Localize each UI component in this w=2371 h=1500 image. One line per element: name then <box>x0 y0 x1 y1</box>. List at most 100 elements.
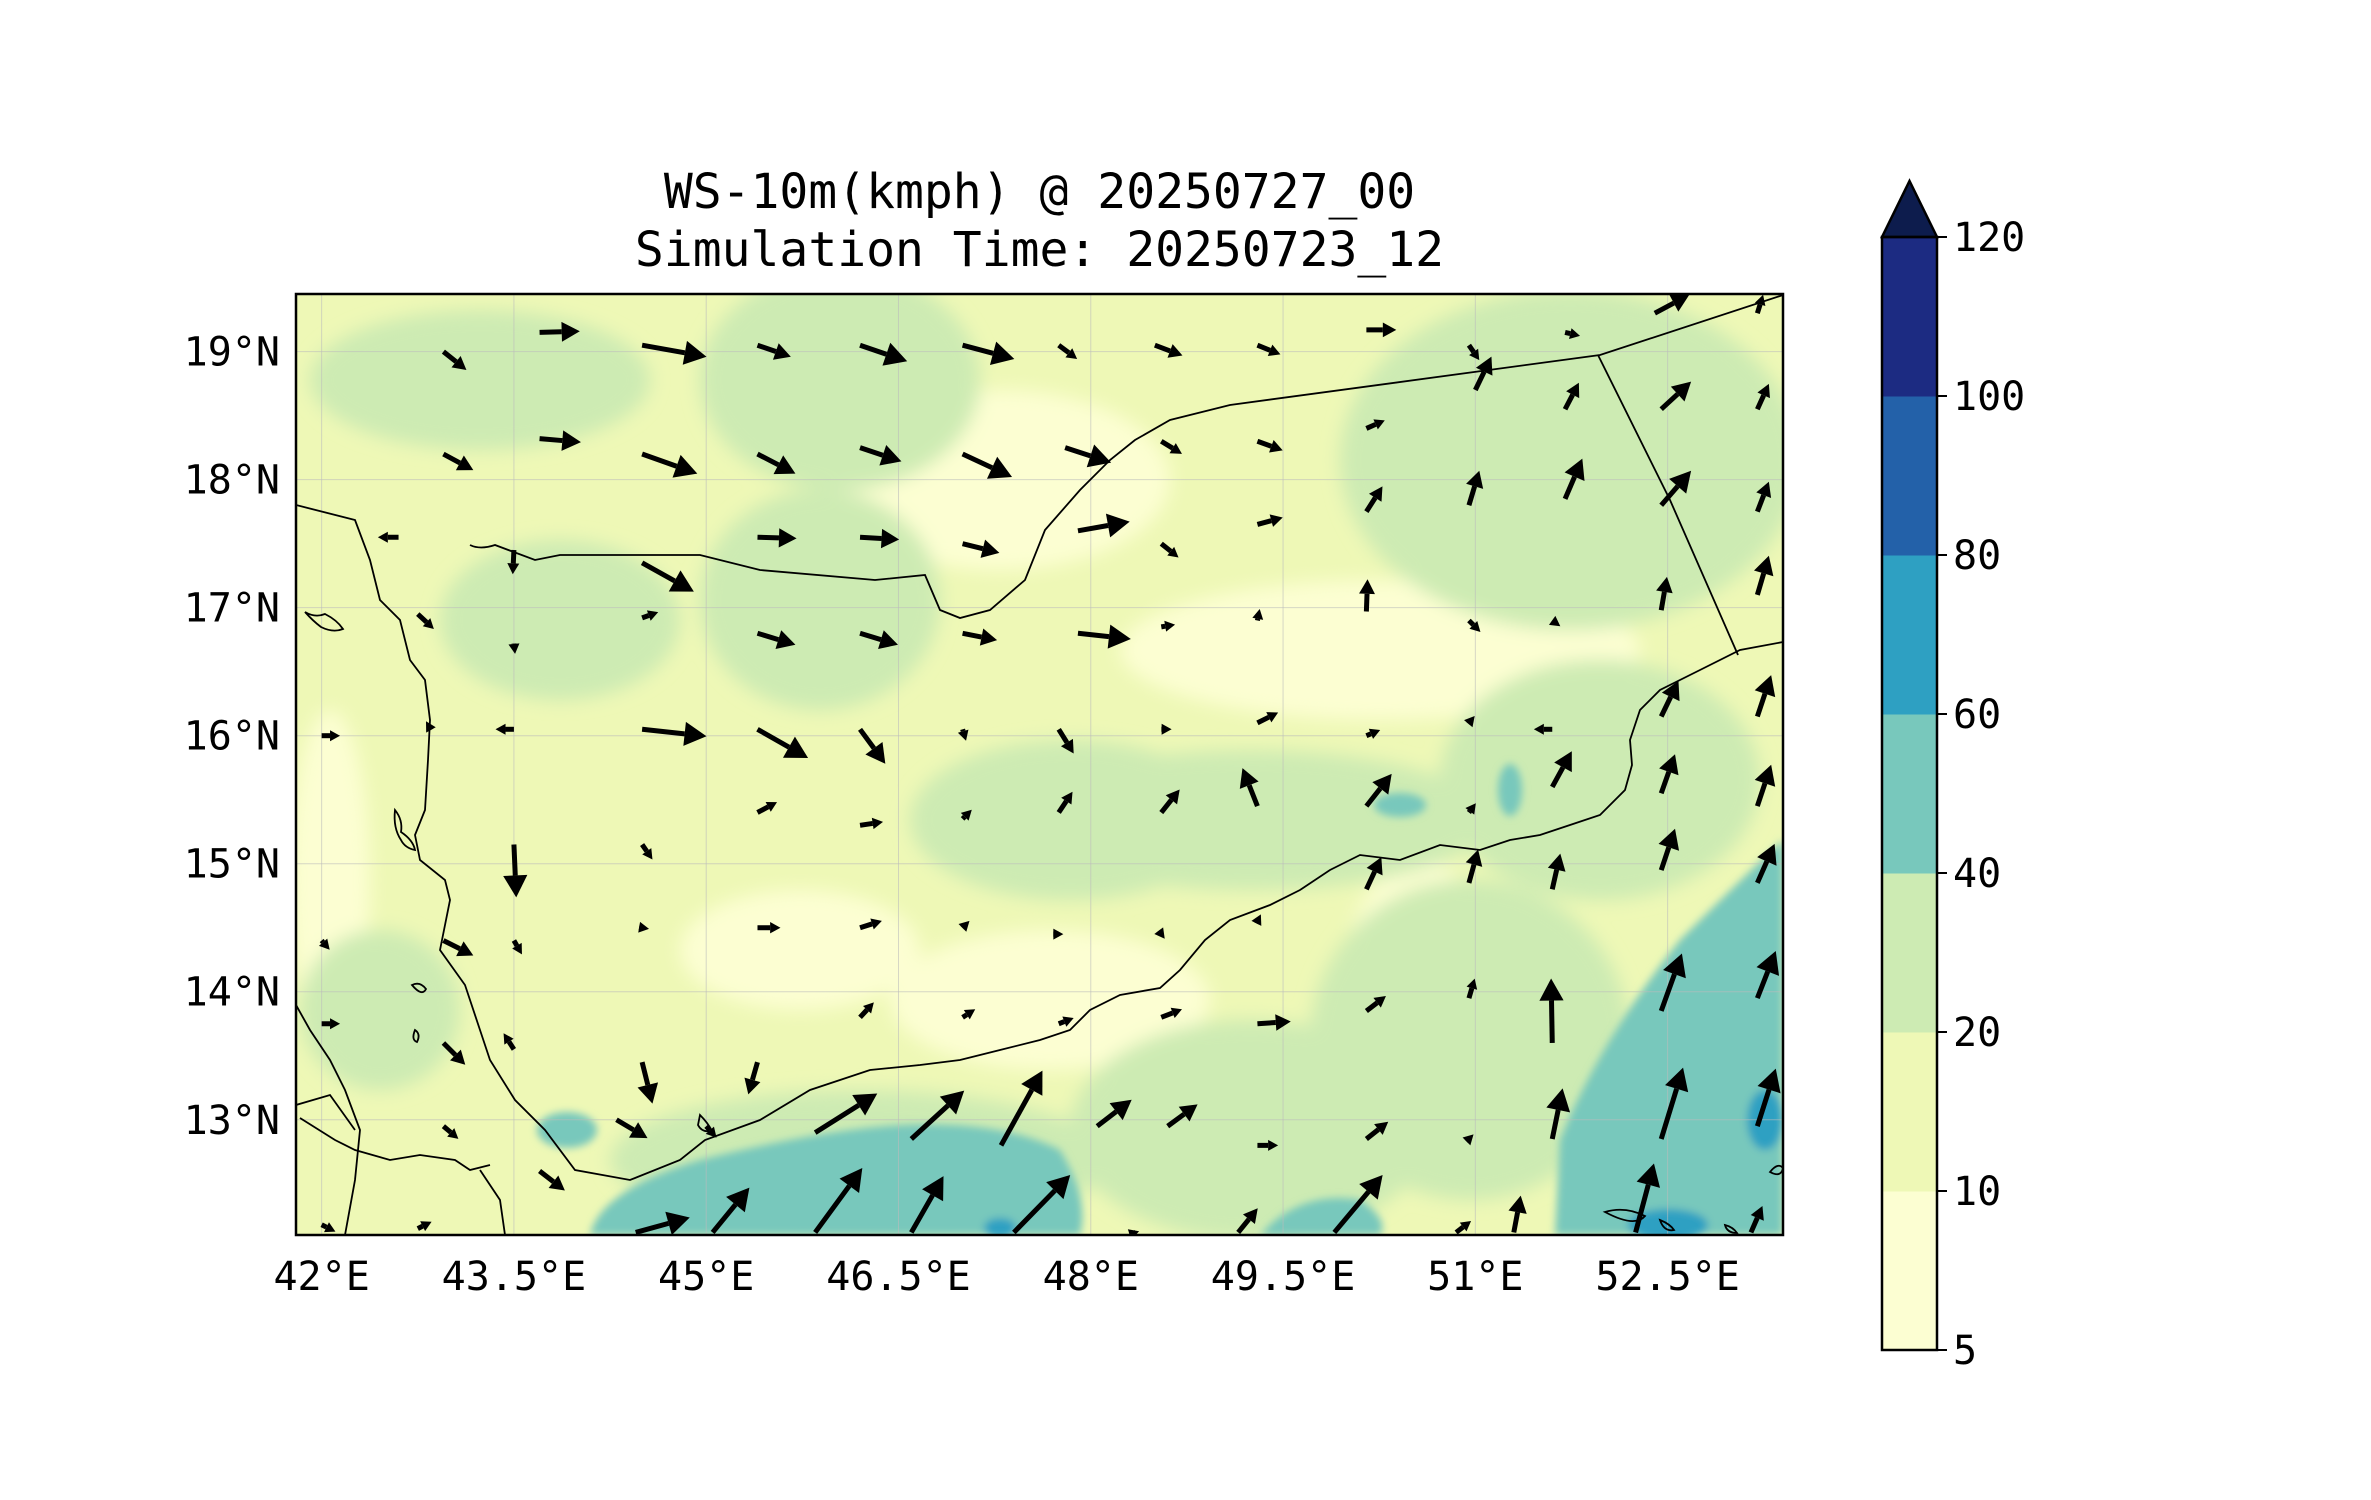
wind-arrow <box>1754 294 1766 314</box>
wind-arrow <box>858 1002 874 1020</box>
wind-arrow <box>756 727 809 759</box>
wind-arrow <box>637 1061 659 1104</box>
wind-arrow <box>1365 728 1381 739</box>
wind-arrow <box>503 844 528 898</box>
wind-arrow <box>1364 996 1386 1013</box>
figure-title: WS-10m(kmph) @ 20250727_00 <box>663 164 1416 220</box>
colorbar-tick-label: 10 <box>1953 1169 2001 1215</box>
eritrea-border <box>296 1093 356 1131</box>
wind-arrow <box>998 1070 1043 1147</box>
wind-arrow <box>1546 1088 1571 1140</box>
wind-arrow <box>1473 356 1493 392</box>
wind-arrow <box>1056 727 1074 754</box>
wind-arrow <box>859 918 882 931</box>
wind-arrow <box>1256 438 1283 453</box>
wind-arrow <box>1533 723 1553 735</box>
wind-arrow <box>961 539 1000 558</box>
wind-arrow <box>1466 343 1480 361</box>
yemen-oman-border <box>1597 354 1739 656</box>
colorbar-tick-label: 100 <box>1953 374 2025 420</box>
wind-arrow <box>1462 1134 1474 1146</box>
wind-arrow <box>1564 328 1581 339</box>
wind-arrow <box>1057 343 1078 360</box>
wind-arrow <box>638 921 650 933</box>
colorbar-segment <box>1882 714 1937 874</box>
wind-arrow <box>1659 381 1692 412</box>
wind-arrow <box>1754 675 1776 718</box>
x-tick-label: 45°E <box>658 1254 754 1300</box>
wind-speed-contour-fill <box>296 294 1783 1235</box>
wind-arrow <box>859 817 884 830</box>
wind-arrow <box>756 630 796 649</box>
wind-arrow <box>1166 1104 1198 1129</box>
wind-arrow <box>1053 928 1064 940</box>
colorbar-tick-label: 120 <box>1953 215 2025 261</box>
y-tick-label: 15°N <box>184 842 280 888</box>
djibouti-border <box>299 1117 491 1171</box>
wind-arrow <box>957 728 969 741</box>
wind-arrow <box>377 531 399 543</box>
wind-arrow <box>859 630 898 649</box>
wind-arrow <box>1161 723 1172 735</box>
colorbar-tick-label: 20 <box>1953 1010 2001 1056</box>
wind-arrow <box>1256 342 1281 356</box>
y-tick-label: 13°N <box>184 1098 280 1144</box>
colorbar-extend-arrow <box>1879 178 1940 239</box>
wind-arrow <box>1159 541 1179 558</box>
wind-arrow <box>1364 1121 1389 1141</box>
wind-arrow <box>1095 1099 1132 1129</box>
wind-arrow <box>1465 803 1476 815</box>
wind-arrow <box>503 1033 517 1051</box>
wind-arrow <box>1653 294 1690 316</box>
wind-vector-field <box>318 294 1781 1235</box>
wind-arrow <box>1365 419 1385 431</box>
wind-arrow <box>961 341 1015 366</box>
zubair-islands <box>410 982 428 994</box>
wind-arrow <box>859 342 908 366</box>
colorbar: 5 10 20 40 60 80 100 120 <box>1879 178 2025 1374</box>
wind-arrow <box>1332 1174 1383 1235</box>
wind-arrow <box>441 349 467 371</box>
wind-arrow <box>641 721 707 746</box>
colorbar-segment <box>1882 1032 1937 1192</box>
wind-arrow <box>1466 978 1478 999</box>
african-coastline <box>296 1004 361 1235</box>
wind-arrow <box>1562 382 1580 411</box>
wind-arrow <box>1754 555 1774 596</box>
wind-arrow <box>1077 513 1130 538</box>
wind-arrow <box>442 451 474 471</box>
hanish-islands <box>412 1028 420 1044</box>
y-tick-label: 16°N <box>184 714 280 760</box>
wind-arrow <box>441 1041 466 1065</box>
colorbar-tick-label: 40 <box>1953 851 2001 897</box>
wind-arrow <box>508 643 520 654</box>
colorbar-tick-label: 60 <box>1953 692 2001 738</box>
wind-arrow <box>1159 439 1182 454</box>
y-tick-label: 18°N <box>184 458 280 504</box>
colorbar-frame <box>1880 235 1939 1352</box>
wind-arrow <box>962 628 998 646</box>
wind-arrow <box>1257 1139 1279 1151</box>
colorbar-segment <box>1882 555 1937 715</box>
wind-arrow <box>1056 791 1073 814</box>
wind-arrow <box>1755 481 1772 513</box>
x-tick-label: 49.5°E <box>1211 1254 1356 1300</box>
colorbar-segment <box>1882 396 1937 556</box>
wind-arrow <box>1633 1163 1661 1234</box>
wind-arrow <box>960 809 972 821</box>
wind-arrow <box>1550 751 1572 789</box>
wind-arrow <box>757 528 797 548</box>
wind-arrow <box>1658 754 1679 795</box>
latitude-tick-labels: 19°N 18°N 17°N 16°N 15°N 14°N 13°N <box>184 330 280 1144</box>
arabian-coastline <box>296 504 1783 1181</box>
wind-arrow <box>321 1018 341 1030</box>
wind-arrow <box>416 1221 432 1232</box>
wind-arrow <box>756 801 778 815</box>
wind-arrow <box>441 1124 459 1139</box>
x-tick-label: 46.5°E <box>826 1254 971 1300</box>
farasan-islands <box>304 611 345 632</box>
wind-arrow <box>1539 978 1564 1044</box>
map-frame <box>294 292 1785 1237</box>
wind-arrow <box>442 938 474 957</box>
wind-arrow <box>909 1176 944 1234</box>
